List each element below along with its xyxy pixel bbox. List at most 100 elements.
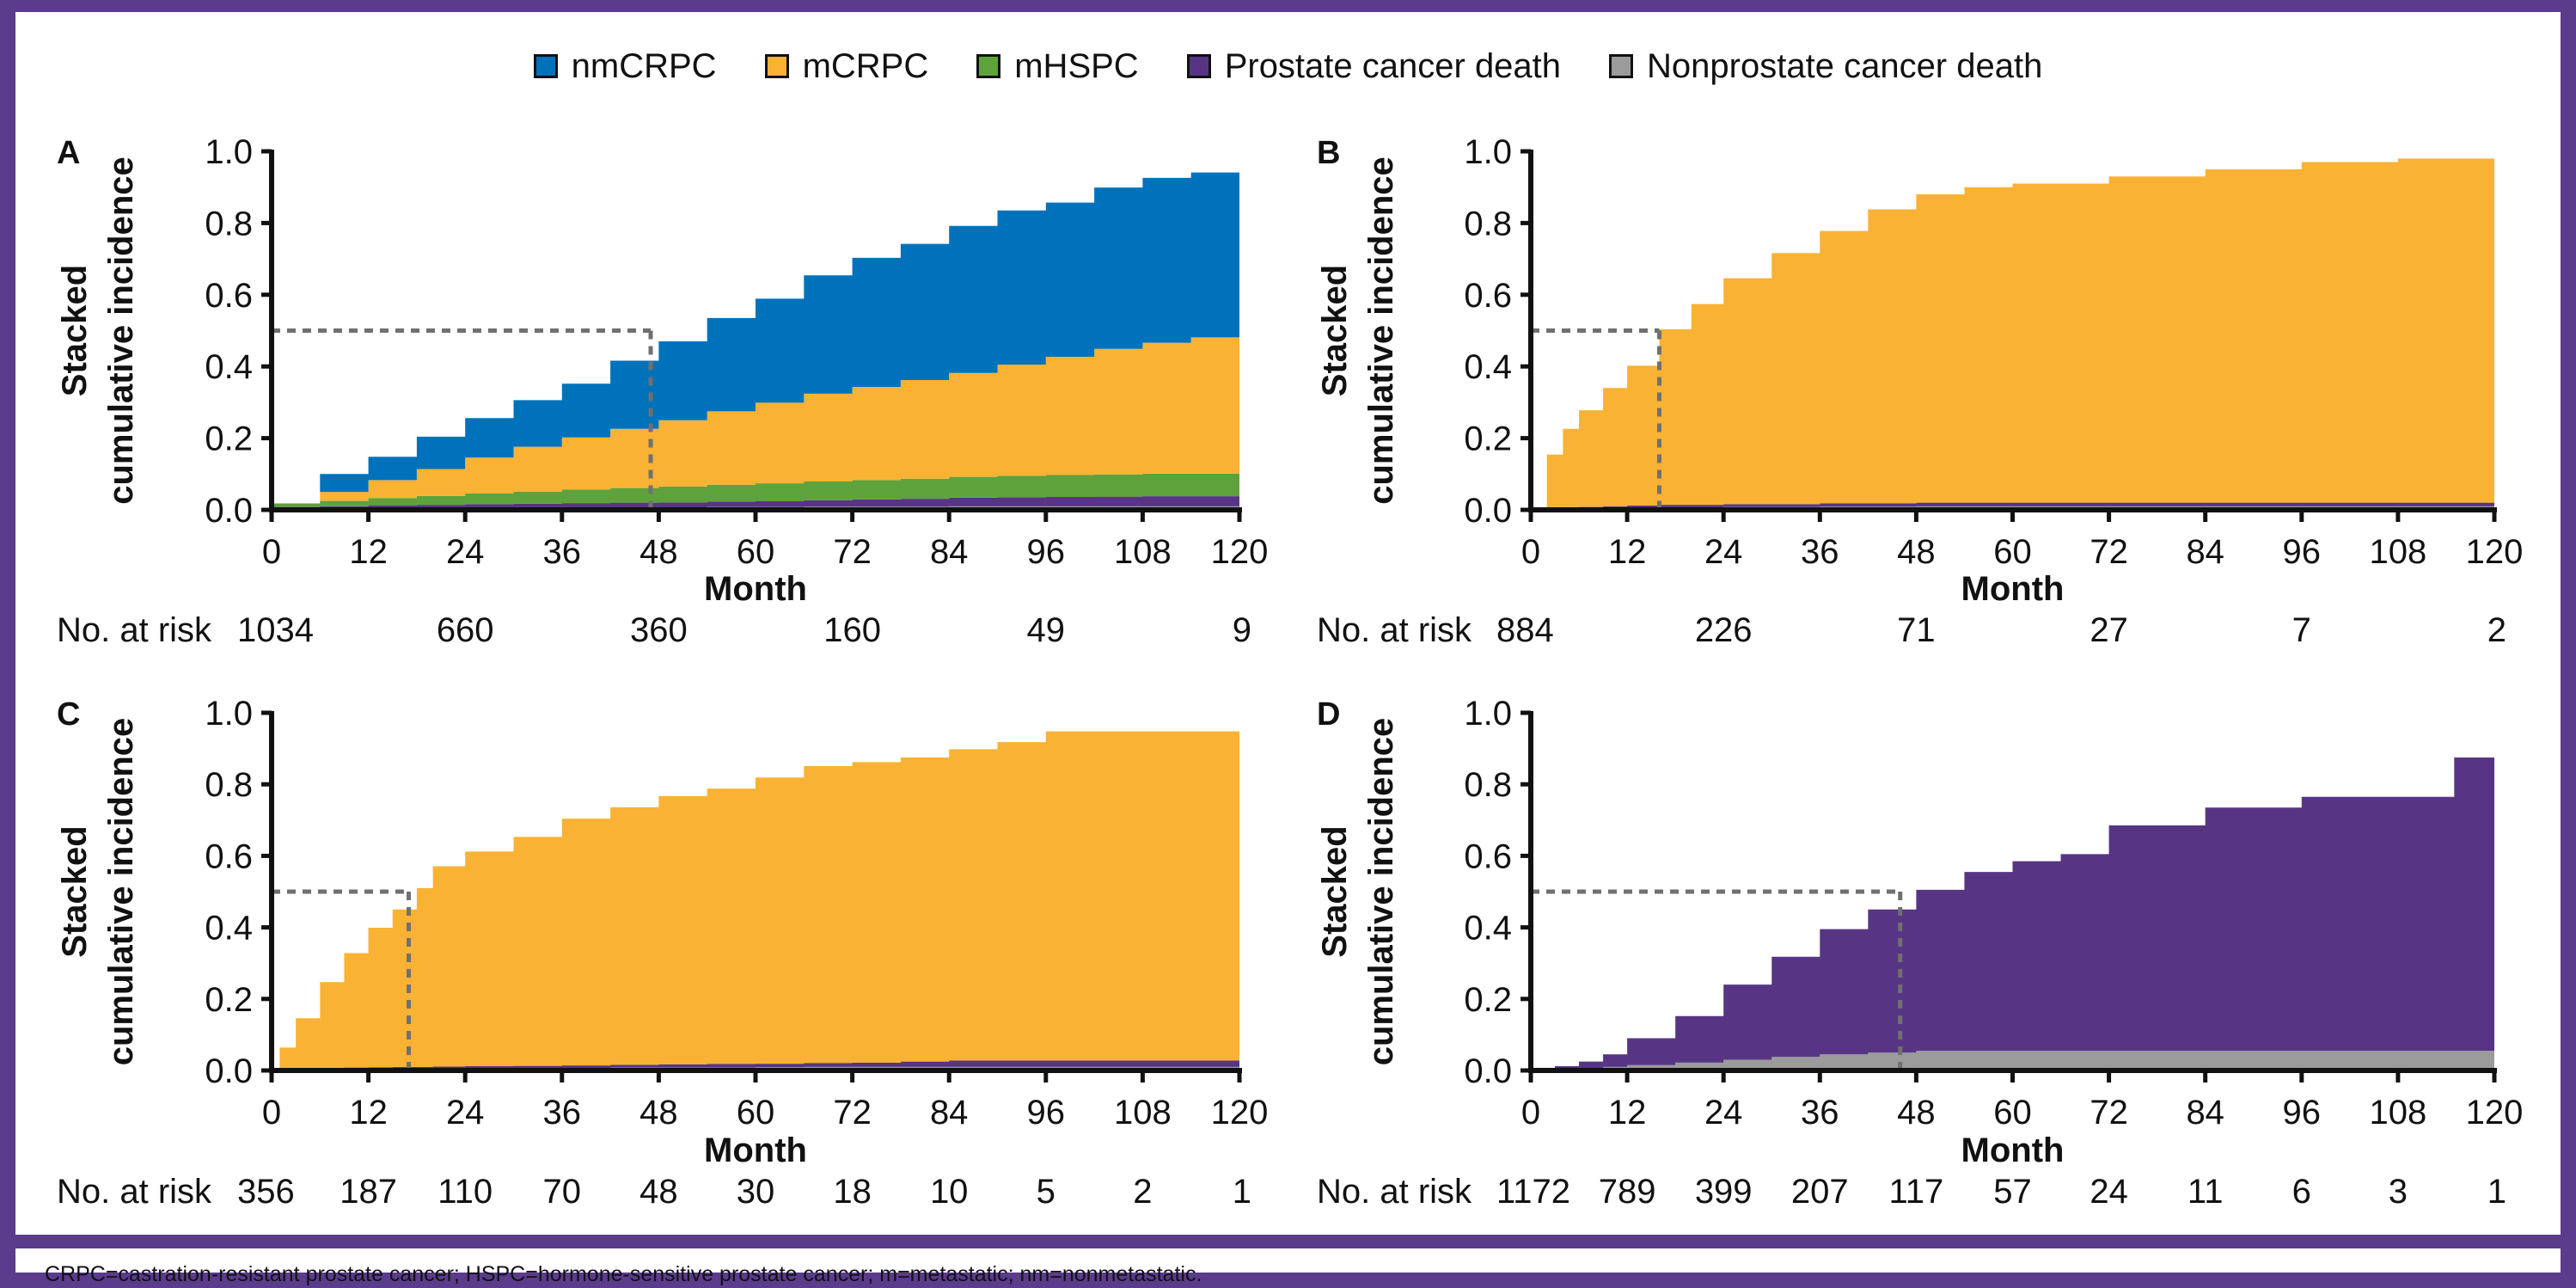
- at-risk-count: 117: [1889, 1173, 1944, 1211]
- x-tick-label: 36: [1801, 533, 1839, 571]
- x-tick-label: 36: [543, 533, 582, 571]
- at-risk-label: No. at risk: [1317, 611, 1472, 649]
- y-tick-label: 0.0: [205, 492, 253, 530]
- at-risk-count: 660: [437, 611, 494, 649]
- x-tick-label: 72: [833, 1094, 872, 1132]
- x-tick-label: 24: [446, 1094, 485, 1132]
- area-pc-death: [272, 496, 1239, 509]
- x-axis-title: Month: [1961, 570, 2065, 608]
- x-tick-label: 12: [1608, 533, 1647, 571]
- at-risk-count: 356: [237, 1173, 295, 1211]
- at-risk-count: 789: [1599, 1173, 1656, 1211]
- at-risk-count: 884: [1496, 611, 1554, 649]
- x-tick-label: 108: [1114, 533, 1172, 571]
- x-tick-label: 120: [2466, 533, 2524, 571]
- at-risk-count: 110: [437, 1173, 493, 1211]
- x-tick-label: 72: [2090, 1094, 2128, 1132]
- area-mHSPC: [272, 473, 1239, 507]
- y-axis-title-line-1: Stacked: [1316, 265, 1354, 396]
- chart-panel-b: 0.00.20.40.60.81.00 12 24 36 48 60 72 84 96 108 12…: [1316, 133, 2523, 649]
- y-tick-label: 0.4: [1464, 348, 1512, 386]
- y-tick-label: 0.8: [1464, 205, 1512, 242]
- at-risk-count: 160: [823, 611, 881, 649]
- y-tick-label: 0.2: [205, 420, 253, 458]
- at-risk-count: 27: [2090, 611, 2128, 649]
- at-risk-count: 2: [2487, 611, 2506, 649]
- x-tick-label: 0: [1521, 1094, 1540, 1132]
- at-risk-count: 18: [833, 1173, 872, 1211]
- y-axis-title-line-2: cumulative incidence: [102, 718, 140, 1066]
- x-tick-label: 60: [1993, 1094, 2032, 1132]
- at-risk-count: 1: [1233, 1173, 1251, 1211]
- at-risk-count: 10: [930, 1173, 969, 1211]
- x-tick-label: 24: [1704, 1094, 1743, 1132]
- x-tick-label: 84: [930, 1094, 969, 1132]
- x-tick-label: 120: [1211, 1094, 1269, 1132]
- y-tick-label: 0.2: [1464, 420, 1512, 458]
- y-axis-title-line-1: Stacked: [56, 825, 94, 957]
- at-risk-count: 5: [1037, 1173, 1055, 1211]
- at-risk-count: 11: [2187, 1173, 2224, 1211]
- y-tick-label: 1.0: [205, 133, 253, 171]
- x-tick-label: 120: [2466, 1094, 2524, 1132]
- at-risk-count: 49: [1027, 611, 1066, 649]
- x-tick-label: 24: [1704, 533, 1743, 571]
- legend: nmCRPC mCRPC mHSPC Prostate cancer death…: [0, 45, 2576, 88]
- y-axis-title-line-2: cumulative incidence: [102, 156, 140, 505]
- x-tick-label: 108: [2370, 1094, 2427, 1132]
- y-tick-label: 0.8: [205, 766, 253, 804]
- at-risk-count: 7: [2292, 611, 2311, 649]
- x-tick-label: 48: [1897, 533, 1936, 571]
- footnote: CRPC=castration-resistant prostate cance…: [45, 1262, 1202, 1286]
- x-tick-label: 12: [1608, 1094, 1647, 1132]
- legend-swatch-nmcrpc: [533, 54, 558, 78]
- x-tick-label: 60: [737, 533, 775, 571]
- x-tick-label: 72: [2090, 533, 2128, 571]
- x-axis-title: Month: [1961, 1132, 2065, 1169]
- y-tick-label: 0.6: [205, 837, 253, 875]
- area-pc-death: [1531, 757, 2494, 1070]
- chart-panel-a: 0.0 0.2 0.4 0.6 0.8 1.0 0 12 24 36 48 60 72 84 96 108 12…: [56, 133, 1268, 649]
- legend-swatch-prostate-cancer-death: [1186, 54, 1211, 78]
- x-tick-label: 84: [2186, 533, 2224, 571]
- title-band: [0, 0, 2576, 12]
- y-tick-label: 0.8: [1464, 766, 1512, 804]
- x-tick-label: 36: [1801, 1094, 1839, 1132]
- area-mCRPC: [1531, 151, 2494, 510]
- x-tick-label: 96: [2283, 533, 2322, 571]
- y-axis-title-line-1: Stacked: [1316, 825, 1354, 957]
- at-risk-count: 70: [543, 1173, 582, 1211]
- y-tick-label: 0.6: [1464, 837, 1512, 875]
- at-risk-count: 48: [639, 1173, 678, 1211]
- x-tick-label: 84: [930, 533, 969, 571]
- legend-label: Nonprostate cancer death: [1647, 46, 2043, 85]
- at-risk-count: 207: [1791, 1173, 1849, 1211]
- area-nmCRPC: [272, 163, 1239, 504]
- x-tick-label: 96: [1027, 533, 1066, 571]
- legend-item-mcrpc: mCRPC: [764, 47, 928, 86]
- x-tick-label: 108: [1114, 1094, 1172, 1132]
- x-tick-label: 108: [2370, 533, 2427, 571]
- y-tick-label: 1.0: [205, 695, 253, 733]
- at-risk-count: 9: [1233, 611, 1251, 649]
- at-risk-count: 1: [2487, 1173, 2506, 1211]
- y-tick-label: 1.0: [1464, 133, 1512, 171]
- panel-letter: B: [1317, 135, 1340, 171]
- legend-item-nmcrpc: nmCRPC: [533, 47, 717, 86]
- x-tick-label: 60: [737, 1094, 775, 1132]
- footer-band: [0, 1235, 2576, 1248]
- y-tick-label: 0.2: [1464, 981, 1512, 1019]
- y-tick-label: 0.2: [205, 981, 253, 1019]
- at-risk-count: 360: [630, 611, 688, 649]
- legend-swatch-mhspc: [976, 54, 1001, 78]
- area-pc-death: [1531, 502, 2494, 510]
- x-tick-label: 96: [1027, 1094, 1066, 1132]
- x-tick-label: 0: [1521, 533, 1540, 571]
- at-risk-count: 1172: [1496, 1173, 1570, 1211]
- x-tick-label: 0: [262, 1094, 281, 1132]
- x-tick-label: 48: [1897, 1094, 1936, 1132]
- at-risk-count: 24: [2090, 1173, 2128, 1211]
- area-mCRPC: [272, 731, 1239, 1070]
- chart-panel-c: 0.00.20.40.60.81.00 12 24 36 48 60 72 84 96 108 12…: [56, 695, 1268, 1211]
- y-tick-label: 1.0: [1464, 695, 1512, 733]
